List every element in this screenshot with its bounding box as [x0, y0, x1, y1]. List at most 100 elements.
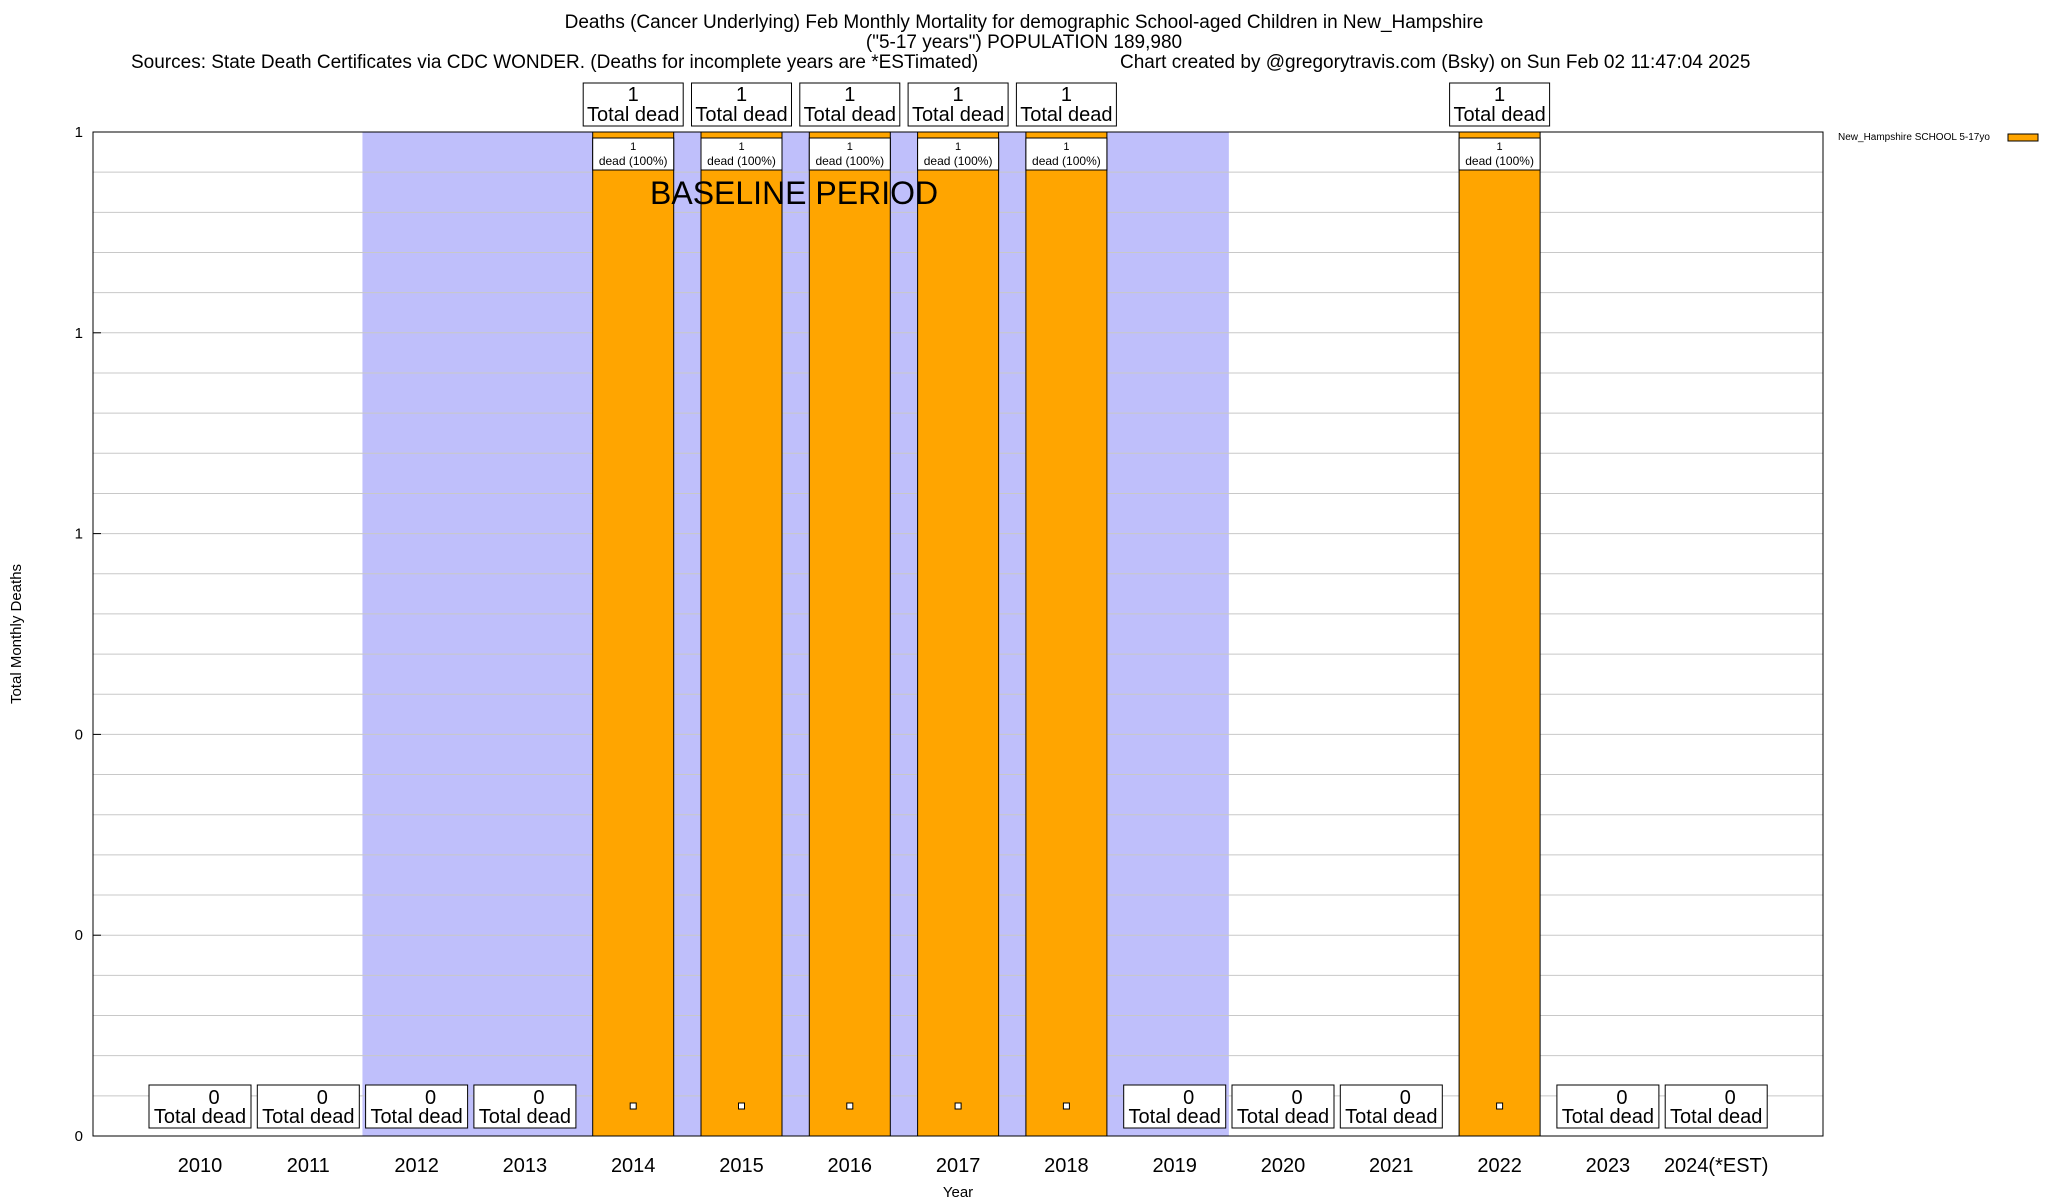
x-tick-label: 2019 — [1152, 1155, 1197, 1177]
x-tick-marker — [954, 1102, 962, 1110]
x-tick-marker — [738, 1102, 745, 1110]
x-axis-title: Year — [943, 1184, 973, 1200]
total-label-text: Total dead — [1237, 1106, 1329, 1128]
bar-inner-label-count: 1 — [738, 141, 744, 153]
total-label-text: Total dead — [262, 1106, 354, 1128]
y-axis-title: Total Monthly Deaths — [8, 564, 25, 704]
bar — [917, 131, 1000, 1137]
total-label-value: 0 — [1400, 1087, 1411, 1109]
bar-inner-label-count: 1 — [955, 141, 961, 153]
y-tick-label: 1 — [75, 325, 83, 342]
total-label-box — [148, 1084, 252, 1129]
total-label-box — [582, 82, 684, 127]
total-label-value: 0 — [208, 1087, 219, 1109]
x-tick-label: 2018 — [1044, 1155, 1089, 1177]
bar — [808, 131, 891, 1137]
total-label-box — [256, 1084, 360, 1129]
total-label-value: 0 — [1616, 1087, 1627, 1109]
y-tick-label: 0 — [75, 726, 83, 743]
chart-credit: Chart created by @gregorytravis.com (Bsk… — [1120, 52, 1751, 73]
bar-inner-label-share: dead (100%) — [924, 154, 993, 168]
bar-inner-label-box — [1025, 137, 1108, 171]
total-label-value: 1 — [1494, 84, 1505, 106]
total-label-text: Total dead — [587, 104, 679, 126]
bar-inner-label-share: dead (100%) — [1032, 154, 1101, 168]
bar — [1025, 131, 1108, 1137]
bar-inner-label-box — [917, 137, 1000, 171]
total-label-box — [1231, 1084, 1335, 1129]
x-tick-label: 2017 — [936, 1155, 981, 1177]
total-label-box — [907, 82, 1009, 127]
legend: New_Hampshire SCHOOL 5-17yo — [1838, 132, 2039, 143]
bar-inner-label-share: dead (100%) — [707, 154, 776, 168]
y-tick-label: 1 — [75, 124, 83, 141]
total-label-box — [365, 1084, 469, 1129]
total-label-box — [1015, 82, 1117, 127]
total-label-box — [1123, 1084, 1227, 1129]
x-tick-marker — [846, 1102, 854, 1110]
total-label-box — [799, 82, 901, 127]
total-label-text: Total dead — [1453, 104, 1545, 126]
x-tick-label: 2015 — [719, 1155, 764, 1177]
bar-inner-label-share: dead (100%) — [1465, 154, 1534, 168]
total-label-box — [1339, 1084, 1443, 1129]
bar-inner-label-box — [808, 137, 891, 171]
total-label-value: 0 — [317, 1087, 328, 1109]
x-tick-label: 2013 — [503, 1155, 548, 1177]
bar-inner-label-count: 1 — [630, 141, 636, 153]
total-label-value: 0 — [1725, 1087, 1736, 1109]
x-tick-marker — [1496, 1102, 1504, 1110]
x-tick-label: 2016 — [828, 1155, 873, 1177]
total-label-box — [473, 1084, 577, 1129]
total-label-box — [1449, 82, 1551, 127]
total-label-value: 1 — [1061, 84, 1072, 106]
bar-inner-label-box — [700, 137, 783, 171]
total-label-value: 0 — [533, 1087, 544, 1109]
x-tick-label: 2022 — [1477, 1155, 1522, 1177]
x-tick-label: 2021 — [1369, 1155, 1414, 1177]
legend-swatch — [2007, 133, 2039, 142]
x-tick-label: 2024(*EST) — [1664, 1155, 1769, 1177]
bar-inner-label-box — [1458, 137, 1541, 171]
bar — [592, 131, 675, 1137]
total-label-text: Total dead — [1020, 104, 1112, 126]
total-label-box — [691, 82, 792, 127]
total-label-value: 1 — [953, 84, 964, 106]
x-tick-marker — [629, 1102, 637, 1110]
x-tick-label: 2011 — [287, 1155, 330, 1177]
x-tick-label: 2014 — [611, 1155, 656, 1177]
chart-subtitle: ("5-17 years") POPULATION 189,980 — [865, 32, 1183, 53]
total-label-value: 1 — [628, 84, 639, 106]
total-label-text: Total dead — [1129, 1106, 1221, 1128]
bar-inner-label-count: 1 — [847, 141, 853, 153]
total-label-text: Total dead — [1345, 1106, 1437, 1128]
x-tick-marker — [1062, 1102, 1070, 1110]
y-tick-label: 0 — [75, 1128, 83, 1145]
plot-frame — [92, 131, 1824, 1137]
bar — [700, 131, 783, 1137]
baseline-label: BASELINE PERIOD — [650, 175, 938, 211]
total-label-box — [1556, 1084, 1660, 1129]
y-tick-label: 1 — [75, 526, 83, 543]
bar-inner-label-count: 1 — [1497, 141, 1503, 153]
x-tick-label: 2020 — [1261, 1155, 1306, 1177]
x-tick-label: 2023 — [1586, 1155, 1631, 1177]
total-label-value: 0 — [1291, 1087, 1302, 1109]
bar-inner-label-share: dead (100%) — [815, 154, 884, 168]
total-label-text: Total dead — [695, 104, 787, 126]
total-label-value: 1 — [736, 84, 747, 106]
bar-inner-label-share: dead (100%) — [599, 154, 668, 168]
y-tick-label: 0 — [75, 927, 83, 944]
legend-label: New_Hampshire SCHOOL 5-17yo — [1838, 132, 1990, 143]
total-label-text: Total dead — [1562, 1106, 1654, 1128]
chart-sources: Sources: State Death Certificates via CD… — [131, 52, 979, 73]
total-label-text: Total dead — [479, 1106, 571, 1128]
bar-inner-label-box — [592, 137, 675, 171]
total-label-text: Total dead — [154, 1106, 246, 1128]
total-label-text: Total dead — [370, 1106, 462, 1128]
bar-inner-label-count: 1 — [1063, 141, 1069, 153]
total-label-value: 1 — [844, 84, 855, 106]
total-label-value: 0 — [425, 1087, 436, 1109]
bar — [1458, 131, 1541, 1137]
